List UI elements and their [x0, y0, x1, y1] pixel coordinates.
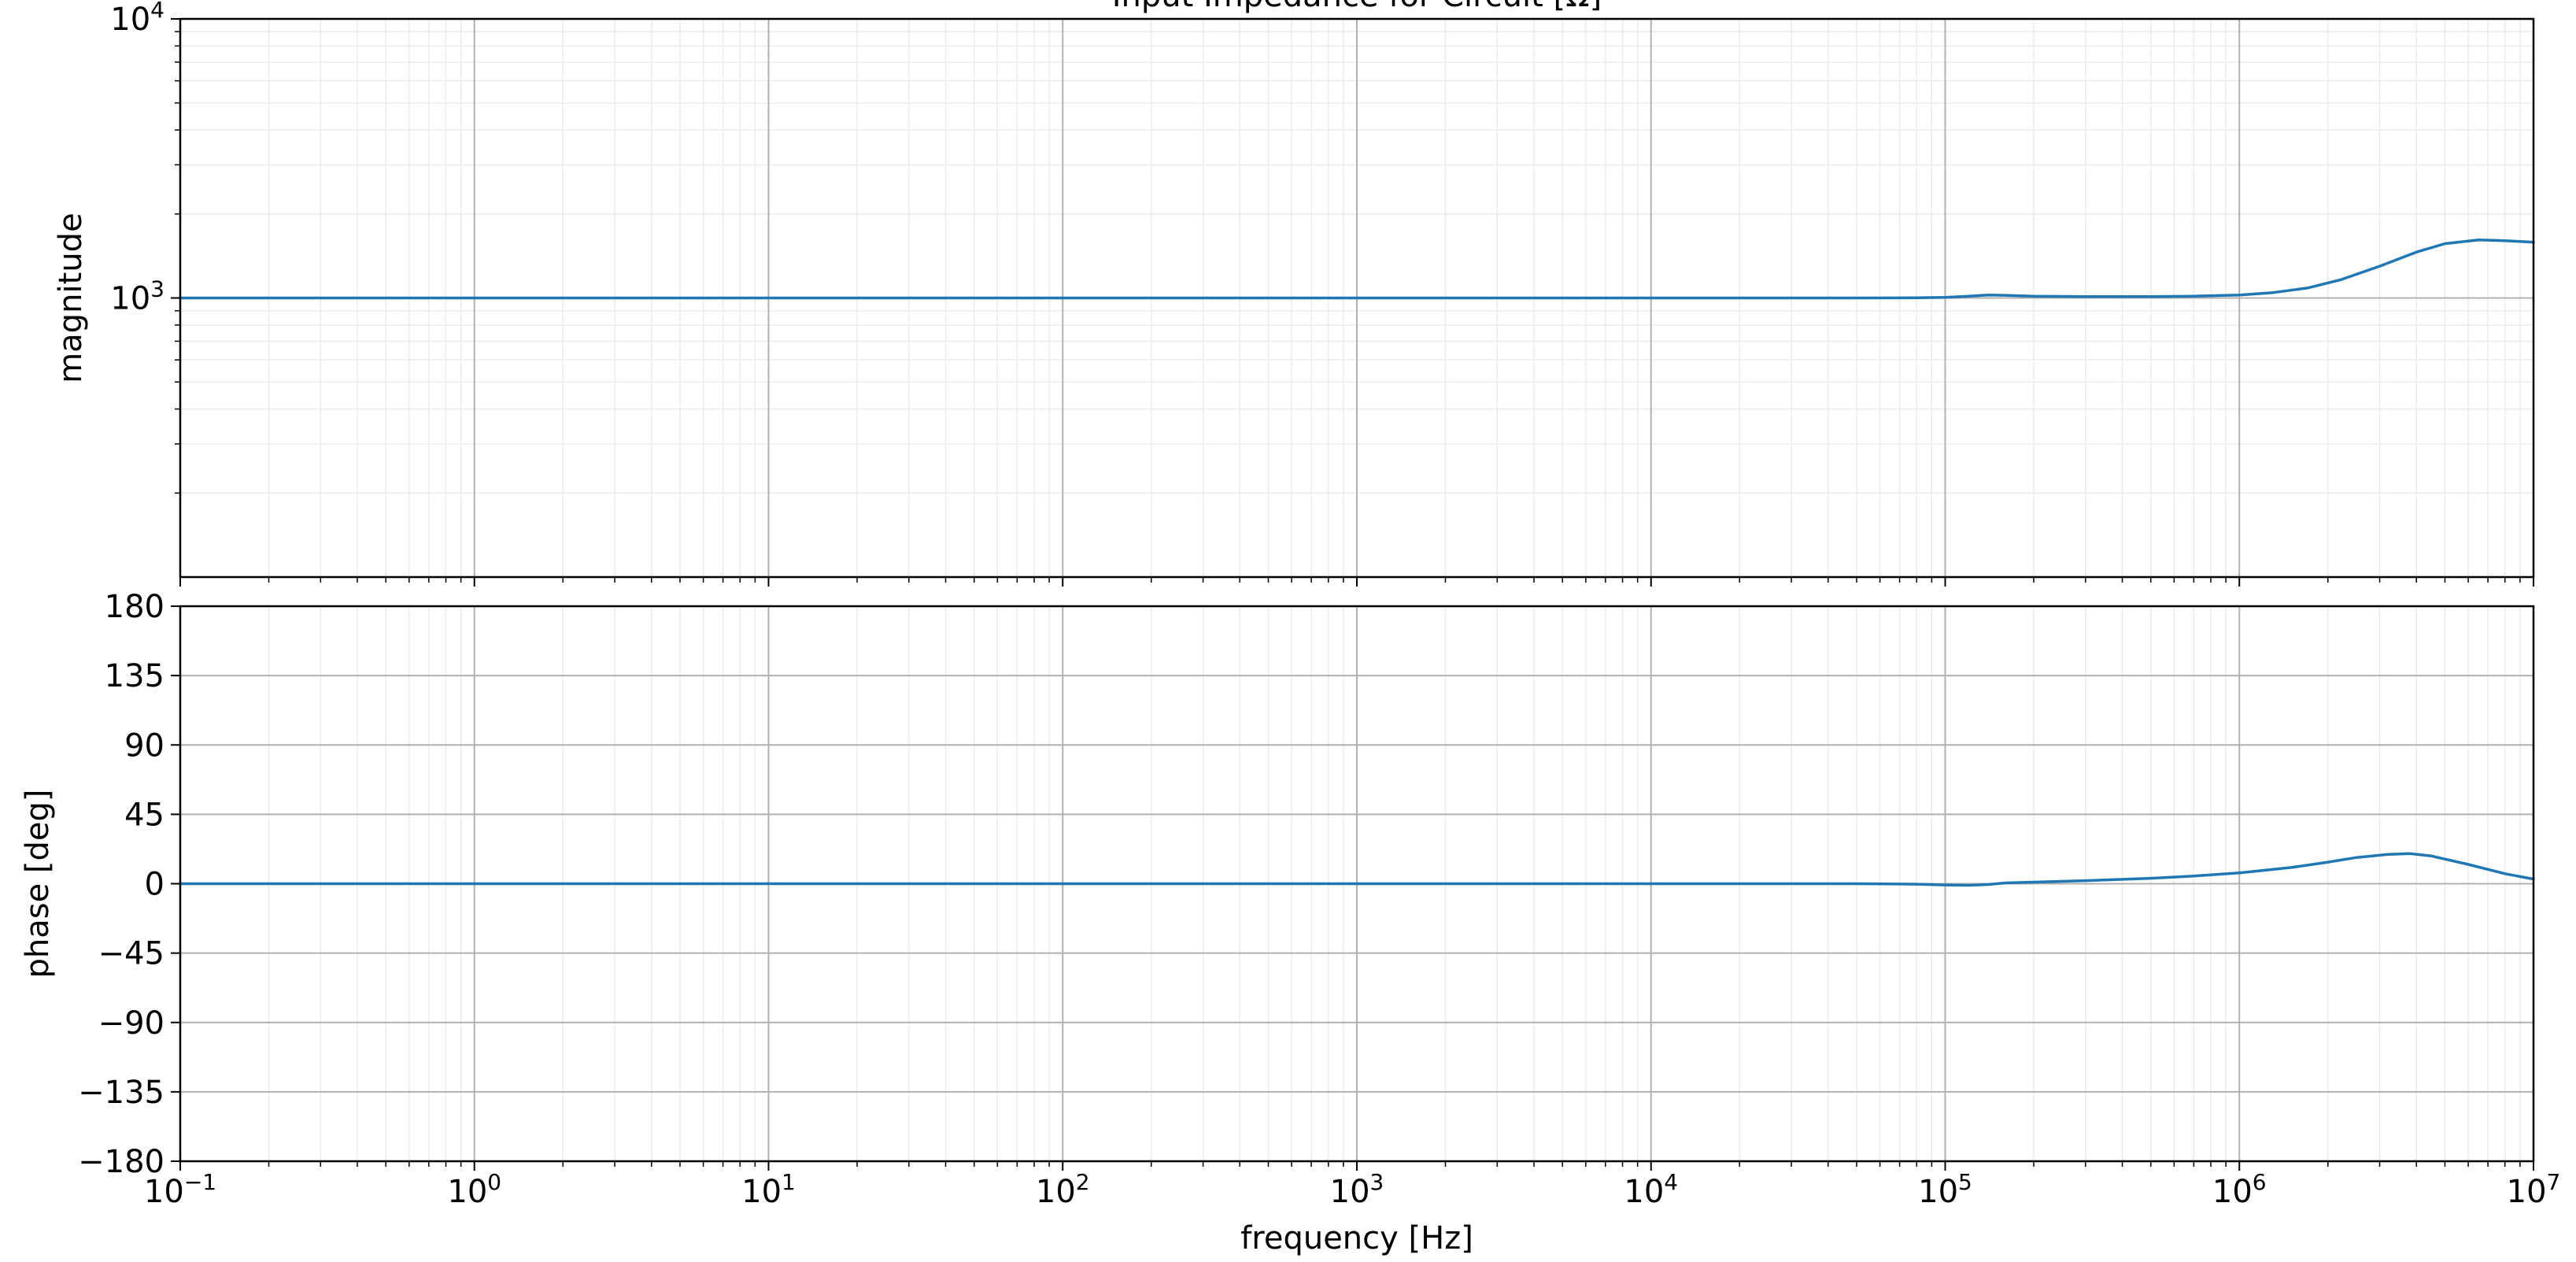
y-tick-labels: 103 104 [110, 0, 164, 317]
x-tick-label: 104 [1624, 1169, 1678, 1210]
y-tick-label: 0 [145, 867, 164, 903]
y-tick-label: −135 [78, 1075, 164, 1111]
x-axis-label: frequency [Hz] [1240, 1220, 1473, 1256]
y-tick-label: 104 [110, 0, 164, 38]
x-tick-label: 100 [447, 1169, 501, 1210]
x-ticks [179, 1161, 2534, 1171]
x-tick-label: 103 [1330, 1169, 1384, 1210]
x-tick-label: 102 [1036, 1169, 1090, 1210]
series-layer [179, 852, 2535, 887]
y-tick-label: −45 [98, 936, 164, 972]
x-tick-label: 105 [1918, 1169, 1972, 1210]
x-tick-label: 106 [2212, 1169, 2267, 1210]
y-tick-label: −180 [78, 1144, 164, 1180]
phase-panel: 10−1 100 101 102 103 104 105 106 107 180 135 90 45 0… [20, 589, 2560, 1256]
y-tick-label: 90 [124, 727, 164, 764]
y-axis-label: magnitude [53, 213, 89, 383]
y-axis-label: phase [deg] [20, 789, 56, 978]
y-ticks [171, 605, 180, 1162]
x-tick-label: 101 [741, 1169, 796, 1210]
x-tick-label: 107 [2507, 1169, 2561, 1210]
y-tick-label: 103 [110, 276, 164, 317]
series-layer [179, 238, 2535, 300]
series-line [179, 852, 2535, 887]
x-tick-labels: 10−1 100 101 102 103 104 105 106 107 [144, 1169, 2560, 1210]
y-ticks [171, 18, 180, 494]
series-line [179, 238, 2535, 300]
y-tick-labels: 180 135 90 45 0 −45 −90 −135 −180 [78, 589, 164, 1180]
x-ticks [179, 577, 2534, 587]
x-tick-label: 10−1 [144, 1169, 216, 1210]
y-tick-label: 135 [105, 658, 164, 694]
magnitude-panel: 103 104 Input Impedance for Circuit [Ω] m… [53, 0, 2535, 587]
chart-title: Input Impedance for Circuit [Ω] [1112, 0, 1602, 14]
y-tick-label: −90 [98, 1005, 164, 1042]
y-tick-label: 45 [124, 797, 164, 833]
y-tick-label: 180 [105, 589, 164, 625]
